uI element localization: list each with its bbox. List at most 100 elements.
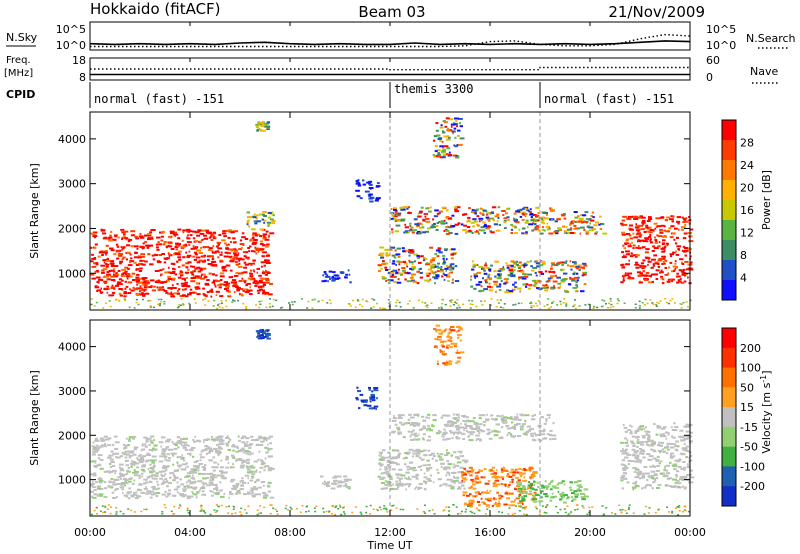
velocity-cell xyxy=(512,471,517,474)
velocity-cell xyxy=(177,440,182,443)
power-cell xyxy=(235,261,238,263)
velocity-cell xyxy=(269,442,272,445)
power-cell xyxy=(257,122,260,125)
velocity-cell xyxy=(673,429,678,431)
velocity-cell xyxy=(631,448,636,451)
velocity-cell xyxy=(156,483,160,486)
velocity-cell xyxy=(165,440,170,443)
power-cell xyxy=(214,236,217,239)
velocity-cell xyxy=(218,445,222,448)
velocity-cell xyxy=(523,469,529,472)
power-cell xyxy=(598,223,601,226)
power-cell xyxy=(127,281,133,284)
power-cell xyxy=(589,222,591,225)
power-cell xyxy=(189,230,193,233)
power-cell xyxy=(151,254,155,257)
velocity-cell xyxy=(387,456,391,459)
velocity-cell xyxy=(685,486,687,489)
velocity-cell xyxy=(158,441,164,444)
velocity-cell xyxy=(125,459,129,462)
velocity-cell xyxy=(559,508,562,511)
velocity-cell xyxy=(215,504,218,506)
velocity-cell xyxy=(119,455,123,458)
velocity-cell xyxy=(339,504,341,507)
velocity-cell xyxy=(129,462,135,465)
cpid-segment-label: normal (fast) -151 xyxy=(544,92,674,106)
power-cell xyxy=(180,304,182,307)
power-cell xyxy=(454,136,457,139)
power-cell xyxy=(173,253,176,256)
power-cell xyxy=(219,295,224,298)
velocity-cell xyxy=(328,510,331,512)
velocity-cell xyxy=(384,471,387,474)
velocity-cell xyxy=(515,468,518,471)
power-cell xyxy=(176,306,179,309)
power-cell xyxy=(194,240,199,243)
power-cell xyxy=(207,249,212,251)
power-cell xyxy=(109,247,114,250)
velocity-cell xyxy=(651,442,656,445)
velocity-cell xyxy=(475,475,479,478)
velocity-cell xyxy=(463,429,466,432)
power-cell xyxy=(165,246,168,249)
power-cell xyxy=(556,218,561,221)
velocity-cell xyxy=(670,455,673,458)
power-cell xyxy=(225,244,228,247)
velocity-cell xyxy=(457,450,463,453)
power-cell xyxy=(581,262,587,265)
power-cell xyxy=(105,265,109,268)
velocity-cell xyxy=(415,448,421,451)
velocity-cell xyxy=(570,496,574,499)
power-cell xyxy=(622,244,625,247)
velocity-cell xyxy=(115,511,118,513)
power-cell xyxy=(264,291,270,294)
power-cell xyxy=(323,271,326,274)
power-cell xyxy=(437,247,441,250)
velocity-cell xyxy=(101,505,104,507)
power-cell xyxy=(111,238,117,241)
velocity-cell xyxy=(523,433,527,436)
power-cell xyxy=(404,230,410,233)
velocity-cell xyxy=(407,418,411,421)
velocity-cell xyxy=(225,506,228,508)
power-cell xyxy=(505,212,508,215)
power-cell xyxy=(169,230,175,233)
velocity-cell xyxy=(256,513,259,516)
power-cell xyxy=(485,281,488,284)
velocity-cell xyxy=(198,463,203,465)
velocity-cell xyxy=(539,492,542,494)
velocity-cell xyxy=(145,486,147,489)
power-cell xyxy=(195,288,199,290)
power-cell xyxy=(266,128,270,130)
power-cell xyxy=(258,306,261,309)
velocity-cell xyxy=(400,423,406,426)
velocity-cell xyxy=(407,451,411,454)
power-cell xyxy=(574,307,577,310)
velocity-cell xyxy=(322,511,325,513)
power-cell xyxy=(265,306,268,308)
velocity-cell xyxy=(225,466,230,469)
power-colorbar-tick: 16 xyxy=(740,204,754,217)
power-cell xyxy=(244,238,249,240)
velocity-cell xyxy=(122,513,125,515)
power-cell xyxy=(642,274,648,277)
velocity-cell xyxy=(423,472,426,475)
power-cell xyxy=(261,250,264,252)
velocity-cell xyxy=(636,473,641,476)
velocity-cell xyxy=(397,454,401,457)
power-cell xyxy=(470,285,474,288)
power-cell xyxy=(536,280,539,283)
velocity-cell xyxy=(510,426,516,429)
power-cell xyxy=(141,263,146,266)
power-cell xyxy=(565,260,568,263)
power-cell xyxy=(438,210,444,213)
velocity-cell xyxy=(333,475,338,478)
velocity-cell xyxy=(337,508,340,510)
power-cell xyxy=(329,302,332,305)
velocity-cell xyxy=(504,484,507,487)
velocity-cell xyxy=(648,455,654,458)
velocity-cell xyxy=(412,469,417,472)
velocity-cell xyxy=(153,439,156,442)
power-cell xyxy=(262,291,266,294)
power-cell xyxy=(640,228,645,231)
